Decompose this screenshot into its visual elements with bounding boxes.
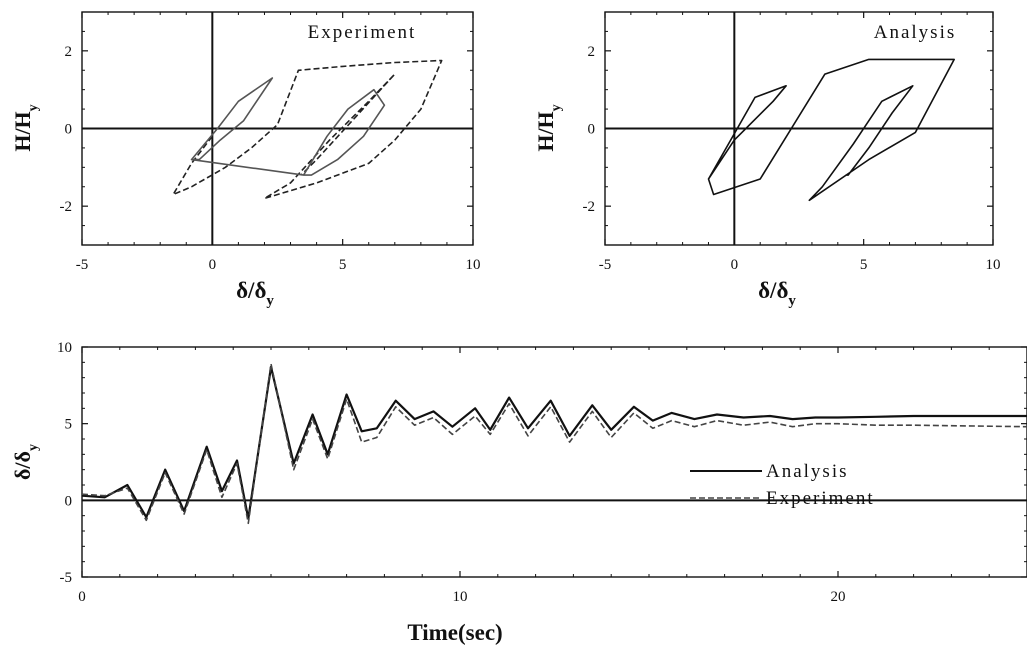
- plot-annotation: Analysis: [874, 22, 957, 43]
- x-tick-label: 10: [986, 257, 1001, 273]
- x-tick-label: 0: [78, 589, 86, 605]
- series-line-analysis: [81, 365, 1027, 520]
- x-tick-label: 0: [731, 257, 739, 273]
- y-tick-label: -2: [60, 199, 73, 215]
- series-line-solid-0: [707, 58, 956, 202]
- y-axis-label-subscript: y: [26, 104, 41, 111]
- x-axis-label: Time(sec): [407, 620, 502, 645]
- x-tick-label: 20: [831, 589, 846, 605]
- chart-time: 0 10 20 -5 0 5 10 Time(sec) δ/δy Analysis Experime…: [10, 340, 1027, 645]
- y-tick-label: 2: [65, 44, 73, 60]
- chart-exp: -5 0 5 10 -2 0 2 Experiment δ/δy H/Hy: [10, 11, 481, 309]
- legend: Analysis Experiment: [690, 461, 875, 509]
- plot-annotation: Experiment: [308, 22, 417, 43]
- chart-ana: -5 0 5 10 -2 0 2 Analysis δ/δy H/Hy: [533, 11, 1001, 309]
- x-axis-label: δ/δy: [758, 278, 796, 309]
- plot-frame: [81, 346, 1027, 578]
- y-tick-label: 2: [588, 44, 596, 60]
- y-tick-label: 10: [57, 340, 72, 356]
- legend-label-experiment: Experiment: [766, 488, 875, 509]
- y-tick-label: 5: [65, 417, 73, 433]
- x-tick-label: 5: [339, 257, 347, 273]
- y-tick-label: 0: [65, 122, 73, 138]
- series-line-experiment: [81, 363, 1027, 525]
- x-tick-label: 10: [453, 589, 468, 605]
- x-axis-label-subscript: y: [788, 293, 796, 309]
- x-axis-label-subscript: y: [266, 293, 274, 309]
- x-tick-label: 0: [209, 257, 217, 273]
- x-axis-label: δ/δy: [236, 278, 274, 309]
- legend-label-analysis: Analysis: [766, 461, 849, 482]
- x-tick-label: 5: [860, 257, 868, 273]
- x-tick-label: -5: [76, 257, 89, 273]
- y-axis-label: H/Hy: [533, 104, 564, 151]
- y-tick-label: -2: [583, 199, 596, 215]
- y-axis-label: H/Hy: [10, 104, 41, 151]
- y-axis-label-subscript: y: [26, 444, 41, 451]
- y-tick-label: 0: [588, 122, 596, 138]
- x-tick-label: 10: [466, 257, 481, 273]
- y-tick-label: -5: [60, 570, 73, 586]
- series-line-solid-1: [190, 77, 386, 176]
- y-axis-label-subscript: y: [549, 104, 564, 111]
- y-axis-label: δ/δy: [10, 444, 41, 480]
- x-tick-label: -5: [599, 257, 612, 273]
- series-line-dashed-0: [172, 59, 443, 200]
- y-tick-label: 0: [65, 493, 73, 509]
